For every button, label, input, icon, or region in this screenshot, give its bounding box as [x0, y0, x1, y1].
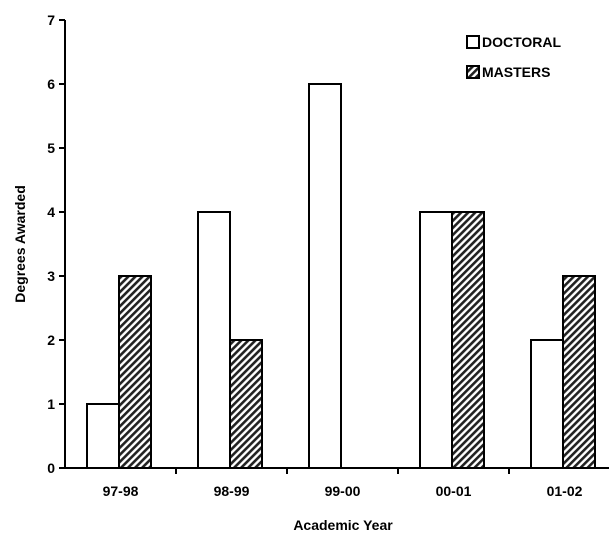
x-tick-label: 01-02	[547, 483, 583, 499]
bar-doctoral-99-00	[308, 83, 342, 469]
bar-doctoral-97-98	[86, 403, 120, 469]
legend-swatch-masters	[466, 65, 480, 79]
bar-masters-98-99	[229, 339, 263, 469]
y-tick-label: 6	[47, 76, 55, 92]
x-ticks-group: 97-98 98-99 99-00 00-01 01-02	[103, 468, 583, 499]
y-tick-label: 4	[47, 204, 55, 220]
bar-doctoral-01-02	[530, 339, 564, 469]
legend: DOCTORAL MASTERS	[466, 34, 562, 80]
y-tick-label: 1	[47, 396, 55, 412]
y-tick-label: 0	[47, 460, 55, 476]
y-ticks-group: 0 1 2 3 4 5 6 7	[47, 12, 65, 476]
x-axis-title: Academic Year	[293, 517, 393, 533]
legend-label-doctoral: DOCTORAL	[482, 34, 562, 50]
bar-masters-97-98	[118, 275, 152, 469]
legend-swatch-doctoral	[466, 35, 480, 49]
bar-doctoral-00-01	[419, 211, 453, 469]
bars-group	[86, 83, 596, 469]
x-tick-label: 00-01	[436, 483, 472, 499]
x-tick-label: 99-00	[325, 483, 361, 499]
y-tick-label: 7	[47, 12, 55, 28]
y-tick-label: 3	[47, 268, 55, 284]
x-tick-label: 98-99	[214, 483, 250, 499]
y-tick-label: 2	[47, 332, 55, 348]
y-tick-label: 5	[47, 140, 55, 156]
bar-masters-00-01	[451, 211, 485, 469]
x-tick-label: 97-98	[103, 483, 139, 499]
bar-doctoral-98-99	[197, 211, 231, 469]
y-axis-title: Degrees Awarded	[12, 185, 28, 303]
bar-masters-01-02	[562, 275, 596, 469]
legend-label-masters: MASTERS	[482, 64, 550, 80]
